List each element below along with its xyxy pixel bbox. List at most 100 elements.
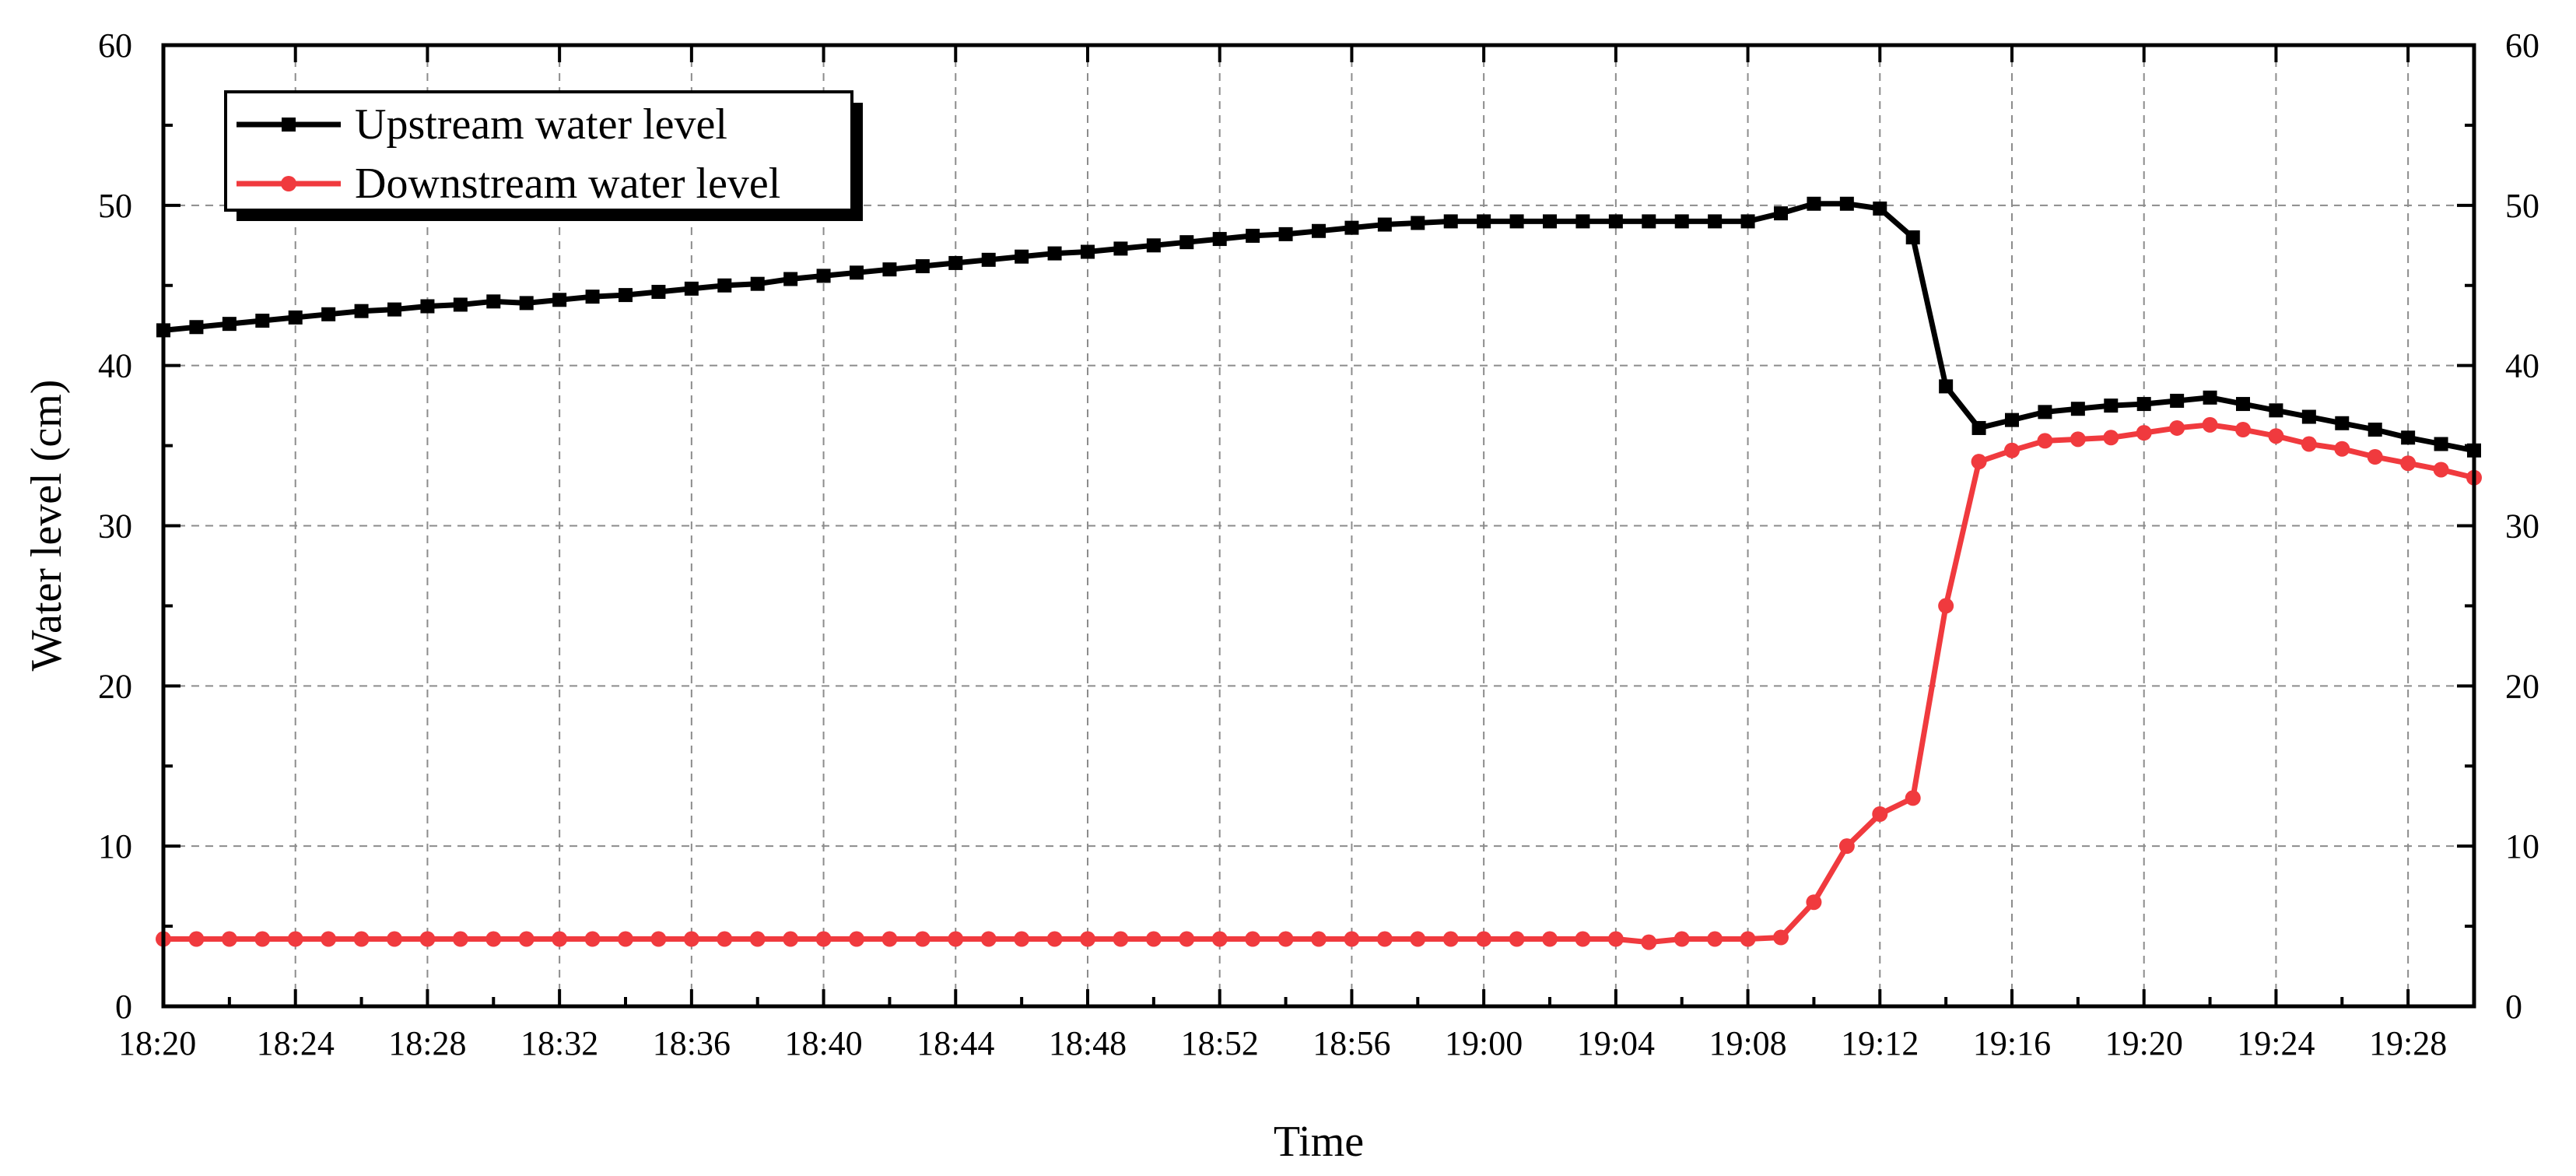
- data-point-circle: [1080, 931, 1095, 947]
- data-point-square: [1939, 379, 1954, 394]
- data-point-square: [1312, 223, 1326, 238]
- y-tick-label-left: 0: [115, 988, 132, 1026]
- data-point-circle: [1311, 931, 1327, 947]
- data-point-circle: [2301, 436, 2317, 452]
- x-tick-label: 19:08: [1709, 1024, 1786, 1062]
- data-point-square: [387, 302, 401, 317]
- data-point-square: [552, 293, 567, 307]
- data-point-square: [1344, 220, 1359, 235]
- data-point-circle: [1509, 931, 1525, 947]
- data-point-square: [1971, 420, 1986, 435]
- data-point-circle: [2334, 441, 2350, 457]
- y-tick-label-right: 10: [2505, 827, 2539, 865]
- data-point-circle: [2268, 428, 2284, 444]
- data-point-square: [519, 296, 534, 311]
- legend-marker-square: [282, 118, 296, 132]
- data-point-circle: [1410, 931, 1426, 947]
- data-point-square: [1443, 214, 1458, 229]
- series-circle-group: [156, 416, 2482, 950]
- data-point-circle: [1740, 931, 1756, 947]
- data-point-circle: [1938, 598, 1954, 614]
- data-point-square: [1212, 232, 1227, 247]
- data-point-circle: [815, 931, 832, 947]
- data-point-square: [684, 281, 699, 296]
- data-point-circle: [452, 931, 468, 947]
- x-tick-label: 18:40: [784, 1024, 862, 1062]
- data-point-circle: [980, 931, 997, 947]
- x-tick-label: 18:36: [653, 1024, 731, 1062]
- data-point-square: [1905, 230, 1920, 244]
- data-point-circle: [1376, 931, 1393, 947]
- data-point-circle: [2400, 455, 2417, 472]
- x-tick-label: 18:44: [916, 1024, 994, 1062]
- data-point-circle: [849, 931, 864, 947]
- data-point-circle: [1179, 931, 1195, 947]
- y-tick-label-right: 0: [2505, 988, 2522, 1026]
- x-tick-label: 18:48: [1049, 1024, 1127, 1062]
- data-point-circle: [914, 931, 931, 947]
- data-point-square: [948, 255, 963, 270]
- x-tick-label: 19:00: [1445, 1024, 1523, 1062]
- data-point-circle: [1442, 931, 1459, 947]
- data-point-circle: [1607, 931, 1624, 947]
- data-point-square: [915, 259, 930, 274]
- data-point-circle: [221, 931, 237, 947]
- data-point-circle: [419, 931, 436, 947]
- data-point-square: [1411, 216, 1425, 230]
- x-tick-label: 19:20: [2105, 1024, 2183, 1062]
- data-point-square: [1509, 214, 1524, 229]
- data-point-circle: [1542, 931, 1558, 947]
- data-point-circle: [485, 931, 502, 947]
- data-point-square: [321, 307, 336, 321]
- data-point-circle: [2202, 416, 2218, 433]
- data-point-circle: [881, 931, 898, 947]
- data-point-square: [717, 278, 732, 293]
- data-point-square: [981, 252, 996, 267]
- data-point-square: [1608, 214, 1623, 229]
- data-point-circle: [783, 931, 799, 947]
- data-point-square: [1674, 214, 1689, 229]
- y-tick-label-left: 60: [98, 26, 132, 65]
- data-point-square: [2236, 397, 2250, 412]
- x-tick-label: 19:16: [1973, 1024, 2051, 1062]
- data-point-circle: [1113, 931, 1129, 947]
- y-tick-label-right: 60: [2505, 26, 2539, 65]
- x-tick-label: 18:28: [388, 1024, 466, 1062]
- series-lines: [156, 196, 2482, 950]
- data-point-square: [2203, 390, 2217, 405]
- data-point-square: [1179, 235, 1194, 250]
- data-point-square: [1377, 217, 1392, 232]
- data-point-circle: [618, 931, 633, 947]
- data-point-circle: [1872, 806, 1888, 822]
- data-point-square: [882, 262, 897, 277]
- y-axis-title: Water level (cm): [23, 380, 71, 672]
- data-point-circle: [2037, 433, 2053, 449]
- data-point-square: [1740, 214, 1755, 229]
- data-point-circle: [749, 931, 766, 947]
- y-tick-label-right: 40: [2505, 347, 2539, 385]
- data-point-square: [453, 297, 468, 312]
- data-point-square: [2005, 412, 2019, 427]
- data-point-circle: [1046, 931, 1063, 947]
- y-tick-label-left: 50: [98, 187, 132, 225]
- data-point-square: [816, 269, 831, 283]
- x-tick-label: 18:56: [1313, 1024, 1390, 1062]
- data-point-square: [783, 272, 798, 286]
- data-point-circle: [1707, 931, 1723, 947]
- data-point-square: [420, 299, 435, 314]
- axis-ticks: [162, 44, 2476, 1008]
- legend-label: Upstream water level: [355, 100, 727, 149]
- data-point-square: [1015, 249, 1029, 264]
- data-point-square: [2136, 397, 2151, 412]
- x-axis-title: Time: [1274, 1118, 1364, 1166]
- data-point-square: [2301, 409, 2316, 424]
- data-point-circle: [2433, 462, 2449, 478]
- data-point-circle: [1344, 931, 1360, 947]
- data-point-square: [1839, 196, 1854, 211]
- data-point-square: [1543, 214, 1557, 229]
- data-point-circle: [1641, 934, 1657, 950]
- y-tick-label-right: 20: [2505, 667, 2539, 705]
- x-tick-label: 19:24: [2237, 1024, 2315, 1062]
- data-point-square: [1575, 214, 1590, 229]
- data-point-circle: [1838, 838, 1855, 855]
